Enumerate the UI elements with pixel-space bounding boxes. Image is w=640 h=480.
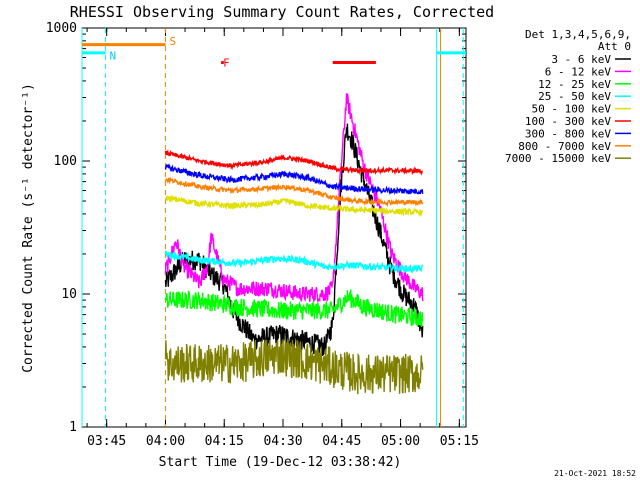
legend-entry-label: 100 - 300 keV bbox=[525, 115, 611, 128]
chart-title: RHESSI Observing Summary Count Rates, Co… bbox=[70, 3, 494, 21]
plot-area: S N F bbox=[81, 27, 467, 428]
x-axis-label: Start Time (19-Dec-12 03:38:42) bbox=[159, 455, 402, 470]
y-tick-label: 1000 bbox=[46, 21, 77, 36]
series-line-12-25-kev bbox=[164, 289, 424, 328]
y-tick-label: 100 bbox=[54, 154, 77, 169]
x-tick-label: 05:00 bbox=[381, 434, 420, 449]
legend-entry-label: 12 - 25 keV bbox=[538, 78, 611, 91]
timestamp: 21-Oct-2021 18:52 bbox=[554, 469, 636, 478]
flag-label-n: N bbox=[110, 50, 117, 63]
x-tick-label: 04:30 bbox=[263, 434, 302, 449]
legend-entry-label: 25 - 50 keV bbox=[538, 90, 611, 103]
flag-label-s: S bbox=[169, 35, 176, 48]
x-tick-label: 04:45 bbox=[322, 434, 361, 449]
x-tick-label: 04:15 bbox=[205, 434, 244, 449]
series-line-800-7000-kev bbox=[164, 176, 424, 208]
y-axis-label: Corrected Count Rate (s⁻¹ detector⁻¹) bbox=[21, 83, 36, 373]
series-line-300-800-kev bbox=[164, 163, 424, 196]
series-line-7000-15000-kev bbox=[164, 339, 424, 395]
x-tick-label: 03:45 bbox=[87, 434, 126, 449]
legend-entry-label: 50 - 100 keV bbox=[532, 103, 612, 116]
legend-header-detectors: Det 1,3,4,5,6,9, bbox=[525, 28, 631, 41]
legend-header-attenuator: Att 0 bbox=[598, 40, 631, 53]
series-line-100-300-kev bbox=[164, 148, 423, 176]
flag-label-f: F bbox=[223, 57, 230, 70]
x-tick-label: 04:00 bbox=[146, 434, 185, 449]
series-line-50-100-kev bbox=[164, 194, 424, 217]
y-tick-label: 1 bbox=[69, 420, 77, 435]
x-tick-label: 05:15 bbox=[440, 434, 479, 449]
legend-entry-label: 800 - 7000 keV bbox=[518, 140, 611, 153]
legend-entry-label: 6 - 12 keV bbox=[545, 65, 612, 78]
legend-entry-label: 3 - 6 keV bbox=[551, 53, 611, 66]
series-line-25-50-kev bbox=[164, 250, 424, 274]
series-line-6-12-kev bbox=[164, 93, 424, 303]
y-tick-label: 10 bbox=[61, 287, 77, 302]
legend-entry-label: 7000 - 15000 keV bbox=[505, 152, 611, 165]
legend-entry-label: 300 - 800 keV bbox=[525, 127, 611, 140]
